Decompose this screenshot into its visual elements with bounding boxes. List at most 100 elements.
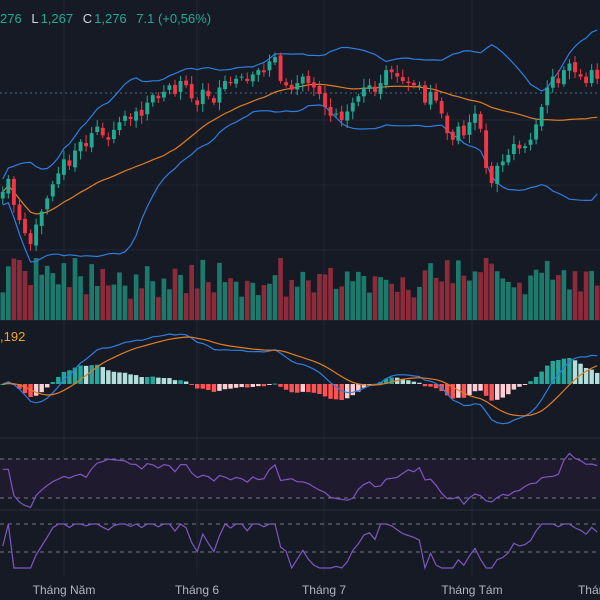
macd-histogram-bar — [489, 384, 494, 401]
candle-body — [61, 159, 66, 175]
volume-bar — [311, 292, 317, 320]
volume-bar — [94, 286, 100, 320]
candle-body — [195, 100, 200, 105]
candle-body — [217, 87, 222, 103]
macd-histogram-bar — [111, 371, 117, 384]
macd-histogram-bar — [222, 384, 228, 390]
macd-histogram-bar — [250, 384, 255, 387]
volume-bar — [167, 289, 172, 320]
volume-bar — [78, 276, 83, 320]
candle-body — [506, 154, 511, 163]
macd-histogram-bar — [189, 384, 194, 385]
volume-bar — [256, 295, 261, 320]
volume-bar — [494, 271, 500, 320]
macd-legend: ,192 — [0, 329, 26, 344]
volume-bar — [139, 288, 144, 320]
macd-histogram-bar — [122, 372, 128, 384]
macd-histogram-bar — [322, 384, 328, 397]
candle-body — [428, 91, 433, 105]
candle-body — [273, 57, 277, 63]
macd-histogram-bar — [233, 384, 239, 388]
macd-histogram-bar — [211, 384, 217, 392]
candle-body — [23, 218, 27, 234]
candle-body — [11, 178, 16, 205]
volume-bar — [200, 259, 206, 320]
candle-body — [423, 85, 427, 103]
volume-bar — [561, 270, 567, 320]
macd-histogram-bar — [472, 384, 478, 392]
volume-bar — [17, 260, 22, 320]
candle-body — [478, 113, 483, 129]
volume-bar — [228, 278, 233, 320]
candle-body — [434, 91, 439, 101]
candle-body — [300, 76, 305, 84]
candle-body — [367, 85, 372, 89]
candle-body — [456, 126, 461, 141]
volume-bar — [244, 280, 250, 320]
candle-body — [484, 130, 489, 168]
candle-body — [495, 165, 500, 184]
macd-histogram-bar — [283, 384, 289, 390]
volume-bar — [461, 275, 467, 320]
macd-histogram-bar — [506, 384, 511, 395]
volume-bar — [289, 279, 294, 320]
volume-bar — [11, 258, 17, 320]
candle-body — [289, 84, 294, 90]
candle-body — [134, 111, 139, 121]
candle-body — [378, 83, 383, 94]
macd-histogram-bar — [328, 384, 333, 399]
macd-histogram-bar — [217, 384, 222, 391]
candle-body — [595, 69, 600, 79]
macd-histogram-bar — [311, 384, 317, 393]
macd-histogram-bar — [500, 384, 505, 398]
macd-histogram-bar — [495, 384, 500, 400]
macd-signal-line — [2, 336, 598, 417]
candle-body — [167, 85, 172, 90]
volume-bar — [261, 285, 267, 320]
macd-histogram-bar — [289, 384, 294, 393]
volume-bar — [322, 274, 328, 320]
macd-histogram-bar — [595, 372, 600, 384]
volume-bar — [67, 287, 72, 320]
candle-body — [389, 69, 394, 73]
volume-bar — [378, 277, 383, 320]
macd-histogram-bar — [50, 382, 55, 384]
volume-bar — [217, 262, 222, 320]
volume-bar — [500, 278, 506, 320]
volume-bar — [33, 258, 39, 320]
candle-body — [89, 133, 94, 148]
candle-body — [100, 127, 105, 136]
candle-body — [45, 198, 50, 210]
candle-body — [411, 82, 416, 86]
macd-histogram-bar — [295, 384, 300, 393]
volume-bar — [122, 285, 128, 320]
volume-bar — [0, 292, 6, 320]
volume-bar — [467, 280, 472, 320]
volume-bar — [589, 270, 594, 320]
macd-histogram-bar — [356, 384, 361, 392]
candle-body — [39, 211, 44, 226]
volume-bar — [394, 291, 400, 320]
macd-histogram-bar — [572, 360, 578, 384]
candle-body — [461, 125, 466, 136]
macd-histogram-bar — [167, 378, 172, 384]
macd-histogram-bar — [78, 365, 83, 384]
candle-body — [334, 113, 339, 115]
candle-body — [284, 82, 289, 86]
volume-bar — [444, 260, 450, 320]
candle-body — [234, 78, 239, 84]
macd-histogram-bar — [545, 365, 550, 384]
macd-histogram-bar — [128, 374, 133, 384]
macd-histogram-bar — [389, 377, 394, 384]
macd-histogram-bar — [0, 384, 5, 385]
macd-histogram-bar — [145, 376, 150, 384]
macd-histogram-bar — [533, 376, 539, 384]
candle-body — [306, 75, 311, 84]
volume-bar — [506, 281, 511, 320]
candle-body — [145, 102, 150, 115]
macd-histogram-bar — [178, 380, 183, 384]
volume-bar — [106, 285, 111, 320]
candle-body — [450, 131, 455, 140]
